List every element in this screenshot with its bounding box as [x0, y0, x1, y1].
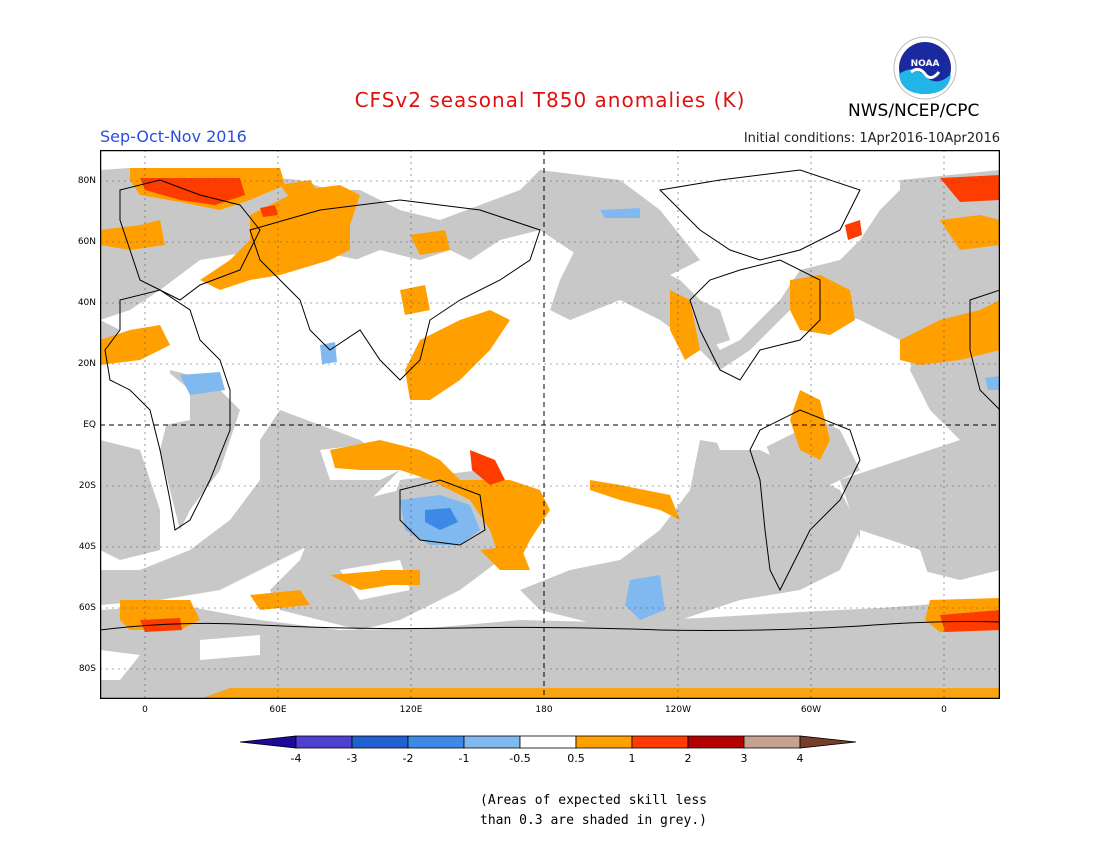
lon-label: 180	[535, 705, 553, 715]
agency-label: NWS/NCEP/CPC	[848, 101, 980, 121]
colorbar-tick-label: -0.5	[509, 752, 531, 765]
lon-label: 120E	[399, 705, 423, 715]
colorbar-swatch	[687, 735, 745, 749]
colorbar-tick-label: 3	[740, 752, 748, 765]
lon-label: 120W	[664, 705, 692, 715]
colorbar-tick-label: 4	[796, 752, 804, 765]
colorbar-swatch	[463, 735, 521, 749]
colorbar-swatch	[519, 735, 577, 749]
lat-label: 80S	[78, 664, 96, 674]
colorbar-swatch	[575, 735, 633, 749]
lon-label: 0	[941, 705, 947, 715]
map-reference-lines	[100, 150, 1000, 699]
skill-note: (Areas of expected skill less than 0.3 a…	[480, 791, 707, 831]
strong-warm-anomaly-shading	[140, 175, 1000, 632]
map-gridlines	[100, 150, 1000, 699]
logo-text: NOAA	[911, 59, 940, 69]
colorbar-swatch	[351, 735, 409, 749]
colorbar-tick-label: -2	[402, 752, 414, 765]
lat-label: 60N	[77, 237, 96, 247]
colorbar-tick-label: 2	[684, 752, 692, 765]
colorbar-swatch	[631, 735, 689, 749]
lat-label: 60S	[78, 603, 96, 613]
colorbar-swatch	[295, 735, 353, 749]
season-label: Sep-Oct-Nov 2016	[100, 127, 247, 146]
lat-label: 20N	[77, 359, 96, 369]
colorbar-swatch	[743, 735, 801, 749]
colorbar-swatch	[240, 735, 297, 749]
lat-label: 20S	[78, 481, 96, 491]
lat-label: 80N	[77, 176, 96, 186]
lat-label: EQ	[83, 420, 96, 430]
colorbar-tick-label: 0.5	[567, 752, 585, 765]
initial-conditions-label: Initial conditions: 1Apr2016-10Apr2016	[743, 131, 1000, 146]
colorbar-tick-label: -4	[290, 752, 302, 765]
colorbar-tick-label: -3	[346, 752, 358, 765]
skill-note-line: (Areas of expected skill less	[480, 793, 707, 808]
colorbar-swatch	[799, 735, 857, 749]
colorbar-swatch	[407, 735, 465, 749]
skill-note-line: than 0.3 are shaded in grey.)	[480, 813, 707, 828]
lon-label: 60W	[800, 705, 822, 715]
lat-label: 40N	[77, 298, 96, 308]
map-title: CFSv2 seasonal T850 anomalies (K)	[354, 88, 746, 112]
coastlines	[100, 169, 1000, 631]
lon-label: 0	[142, 705, 148, 715]
lon-label: 60E	[269, 705, 287, 715]
warm-anomaly-shading	[100, 168, 1000, 699]
lat-label: 40S	[78, 542, 96, 552]
noaa-logo-icon: NOAA	[893, 36, 957, 100]
colorbar	[240, 735, 857, 749]
colorbar-tick-label: 1	[628, 752, 636, 765]
anomaly-map	[100, 150, 1000, 699]
colorbar-tick-label: -1	[458, 752, 470, 765]
